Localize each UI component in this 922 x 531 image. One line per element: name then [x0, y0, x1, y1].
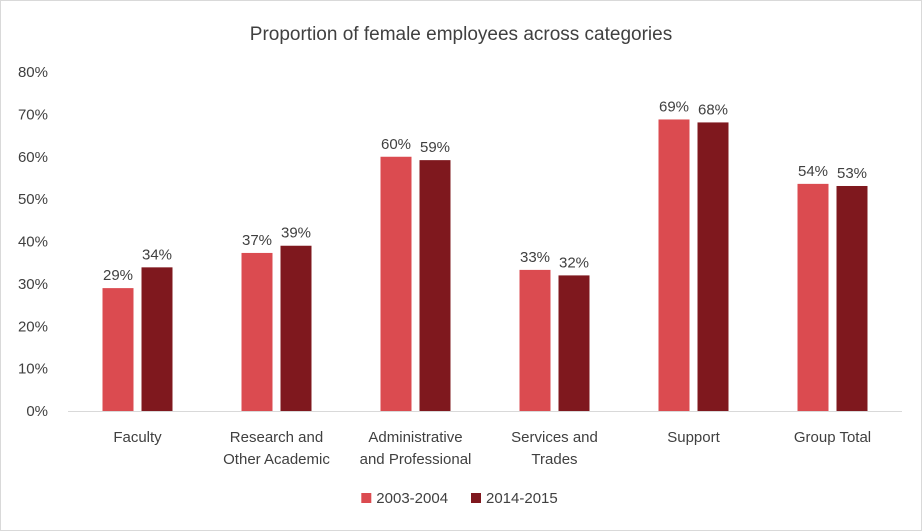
bar-2003-2004	[519, 269, 551, 411]
bar-2014-2015	[141, 267, 173, 411]
category-label: Faculty	[113, 429, 162, 446]
legend-label: 2014-2015	[486, 490, 558, 507]
y-tick-label: 0%	[26, 403, 48, 420]
bar-2014-2015	[697, 122, 729, 412]
data-label: 68%	[698, 101, 728, 118]
data-label: 32%	[559, 254, 589, 271]
bar-2003-2004	[797, 183, 829, 411]
legend-swatch	[471, 493, 481, 503]
bar-2003-2004	[102, 288, 134, 411]
category-label: Services and Trades	[511, 429, 598, 468]
data-labels: 29% 34% 37% 39% 60% 59% 33% 32% 69% 68% 54% 53%	[103, 98, 867, 284]
legend-swatch	[361, 493, 372, 503]
data-label: 59%	[420, 139, 450, 156]
x-axis: Faculty Research and Other Academic Adminis…	[113, 429, 871, 468]
category-label: Research and Other Academic	[223, 429, 330, 468]
y-axis: 0% 10% 20% 30% 40% 50% 60% 70% 80%	[18, 64, 48, 420]
data-label: 60%	[381, 136, 411, 153]
chart-title: Proportion of female employees across ca…	[250, 24, 672, 45]
y-tick-label: 10%	[18, 361, 48, 378]
data-label: 34%	[142, 246, 172, 263]
y-tick-label: 30%	[18, 276, 48, 293]
category-label: Support	[667, 429, 720, 446]
y-tick-label: 50%	[18, 191, 48, 208]
y-tick-label: 40%	[18, 234, 48, 251]
bar-2014-2015	[836, 185, 868, 411]
bar-2014-2015	[280, 245, 312, 411]
legend-label: 2003-2004	[376, 490, 448, 507]
y-tick-label: 20%	[18, 318, 48, 335]
data-label: 33%	[520, 249, 550, 266]
data-label: 29%	[103, 267, 133, 284]
bar-2014-2015	[419, 160, 451, 411]
category-label: Administrative and Professional	[360, 429, 472, 468]
data-label: 39%	[281, 225, 311, 242]
bar-2003-2004	[241, 252, 273, 411]
data-label: 54%	[798, 163, 828, 180]
legend: 2003-2004 2014-2015	[361, 490, 558, 507]
y-tick-label: 80%	[18, 64, 48, 81]
category-label: Group Total	[794, 429, 871, 446]
bars	[102, 119, 868, 412]
data-label: 53%	[837, 165, 867, 182]
bar-2003-2004	[658, 119, 690, 412]
bar-2014-2015	[558, 275, 590, 411]
y-tick-label: 70%	[18, 106, 48, 123]
y-tick-label: 60%	[18, 149, 48, 166]
data-label: 37%	[242, 232, 272, 249]
bar-2003-2004	[380, 156, 412, 411]
data-label: 69%	[659, 98, 689, 115]
